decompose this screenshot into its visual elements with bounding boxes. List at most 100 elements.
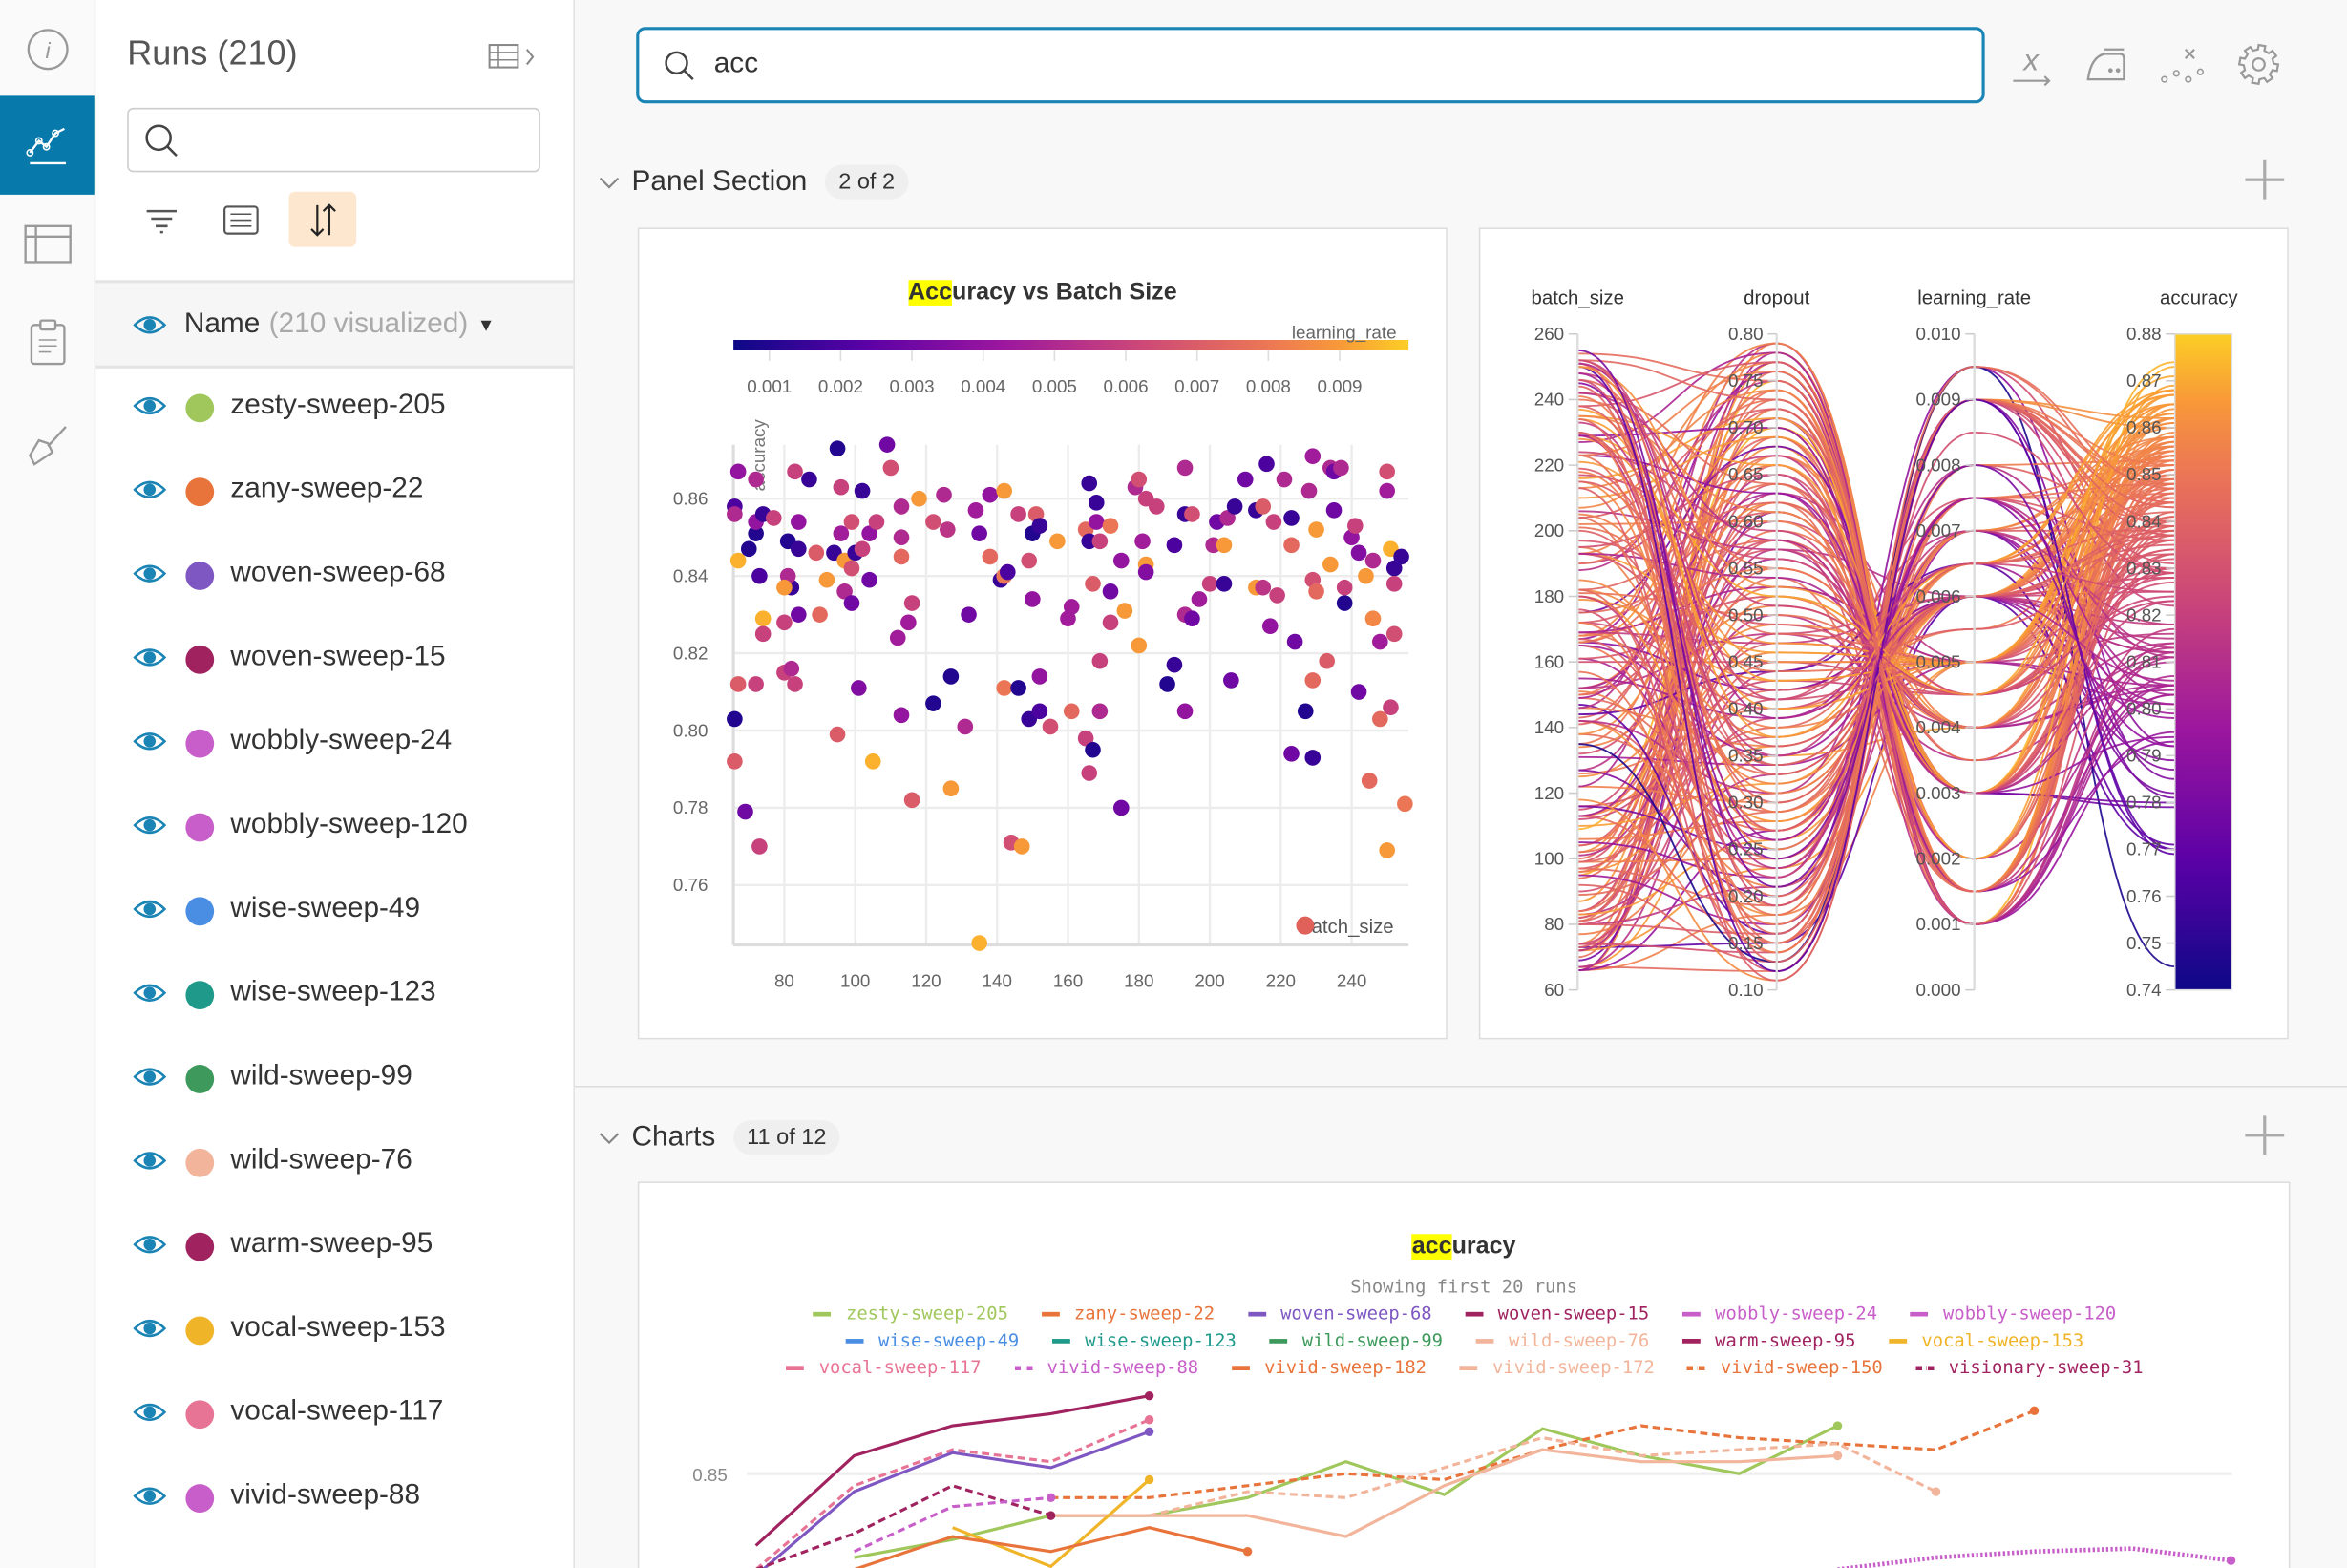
scatter-point[interactable]: [1364, 552, 1382, 569]
scatter-point[interactable]: [818, 571, 835, 588]
scatter-point[interactable]: [1112, 552, 1130, 569]
run-color-dot[interactable]: [185, 813, 215, 842]
scatter-point[interactable]: [1261, 618, 1279, 635]
run-color-dot[interactable]: [185, 562, 215, 590]
pc-line[interactable]: [1577, 392, 2175, 762]
scatter-point[interactable]: [1137, 563, 1154, 581]
scatter-point[interactable]: [1304, 750, 1322, 766]
rail-sweeps-button[interactable]: [0, 395, 95, 495]
scatter-point[interactable]: [1322, 556, 1339, 573]
scatter-point[interactable]: [1258, 456, 1275, 473]
run-name[interactable]: wise-sweep-49: [230, 892, 421, 924]
scatter-point[interactable]: [791, 540, 807, 558]
scatter-point[interactable]: [1063, 703, 1080, 720]
eye-icon[interactable]: [133, 1149, 167, 1173]
scatter-point[interactable]: [982, 548, 999, 565]
run-row[interactable]: vocal-sweep-153: [95, 1288, 573, 1372]
sort-button[interactable]: [288, 191, 357, 247]
scatter-point[interactable]: [1265, 514, 1282, 530]
scatter-point[interactable]: [971, 935, 987, 951]
pc-line[interactable]: [1577, 474, 2175, 795]
scatter-point[interactable]: [1308, 521, 1324, 538]
scatter-point[interactable]: [1021, 552, 1038, 569]
legend-item[interactable]: vocal-sweep-117: [786, 1357, 982, 1378]
x-axis-settings-button[interactable]: x: [2007, 40, 2055, 88]
scatter-point[interactable]: [776, 579, 793, 596]
line-series[interactable]: [1149, 1435, 1937, 1517]
add-panel-button[interactable]: [2244, 1114, 2286, 1164]
scatter-point[interactable]: [1049, 533, 1066, 550]
pc-line[interactable]: [1577, 455, 2175, 893]
scatter-point[interactable]: [1379, 482, 1396, 499]
scatter-point[interactable]: [1148, 498, 1165, 515]
run-name[interactable]: wise-sweep-123: [230, 976, 436, 1008]
legend-item[interactable]: wobbly-sweep-120: [1910, 1303, 2116, 1324]
pc-line[interactable]: [1577, 398, 2175, 954]
scatter-point[interactable]: [854, 540, 871, 558]
scatter-point[interactable]: [727, 710, 743, 728]
scatter-point[interactable]: [961, 606, 977, 623]
pc-line[interactable]: [1577, 359, 2175, 893]
legend-item[interactable]: wise-sweep-123: [1051, 1330, 1237, 1351]
scatter-point[interactable]: [1283, 537, 1300, 554]
scatter-point[interactable]: [1226, 498, 1243, 515]
scatter-point[interactable]: [1025, 591, 1041, 607]
scatter-point[interactable]: [1216, 537, 1233, 554]
scatter-point[interactable]: [787, 463, 803, 480]
rail-reports-button[interactable]: [0, 293, 95, 392]
pc-line[interactable]: [1577, 454, 2175, 898]
run-row[interactable]: wobbly-sweep-120: [95, 785, 573, 869]
filter-button[interactable]: [127, 192, 195, 247]
run-color-dot[interactable]: [185, 477, 215, 507]
scatter-point[interactable]: [1255, 498, 1272, 515]
eye-icon[interactable]: [133, 477, 167, 501]
scatter-point[interactable]: [861, 571, 877, 588]
scatter-point[interactable]: [1379, 463, 1396, 480]
scatter-point[interactable]: [1184, 506, 1200, 522]
scatter-point[interactable]: [1216, 576, 1233, 592]
pc-line[interactable]: [1577, 366, 2175, 972]
scatter-point[interactable]: [864, 753, 881, 770]
eye-icon[interactable]: [133, 1400, 167, 1424]
run-row[interactable]: wise-sweep-123: [95, 952, 573, 1036]
scatter-point[interactable]: [893, 548, 910, 565]
pc-line[interactable]: [1577, 349, 2175, 888]
scatter-point[interactable]: [1379, 842, 1396, 858]
run-row[interactable]: wild-sweep-99: [95, 1036, 573, 1120]
scatter-point[interactable]: [911, 490, 927, 507]
scatter-point[interactable]: [748, 471, 764, 488]
scatter-point[interactable]: [1237, 471, 1254, 488]
scatter-point[interactable]: [942, 668, 960, 685]
pc-line[interactable]: [1577, 414, 2175, 795]
eye-icon[interactable]: [133, 1065, 167, 1089]
run-color-dot[interactable]: [185, 1400, 215, 1430]
run-row[interactable]: vivid-sweep-88: [95, 1455, 573, 1539]
settings-button[interactable]: [2234, 40, 2282, 88]
scatter-point[interactable]: [1013, 838, 1030, 855]
scatter-point[interactable]: [1081, 765, 1098, 781]
line-series[interactable]: [1050, 1448, 1838, 1538]
name-column-header[interactable]: Name (210 visualized) ▼: [95, 280, 574, 369]
scatter-point[interactable]: [882, 459, 899, 477]
scatter-point[interactable]: [1201, 576, 1218, 592]
scatter-point[interactable]: [727, 753, 743, 770]
eye-icon[interactable]: [133, 730, 167, 753]
run-row[interactable]: woven-sweep-15: [95, 617, 573, 701]
scatter-point[interactable]: [1060, 610, 1076, 627]
scatter-point[interactable]: [1350, 544, 1367, 562]
scatter-point[interactable]: [1276, 471, 1293, 488]
run-color-dot[interactable]: [185, 645, 215, 674]
scatter-point[interactable]: [903, 595, 920, 611]
run-color-dot[interactable]: [185, 1232, 215, 1261]
pc-line[interactable]: [1577, 398, 2175, 729]
scatter-point[interactable]: [1219, 510, 1236, 526]
group-button[interactable]: [206, 192, 274, 247]
scatter-point[interactable]: [843, 514, 860, 530]
scatter-point[interactable]: [1300, 482, 1318, 499]
line-series[interactable]: [952, 1478, 1151, 1568]
scatter-point[interactable]: [1042, 718, 1059, 735]
scatter-point[interactable]: [1091, 533, 1109, 550]
scatter-point[interactable]: [1325, 502, 1343, 519]
scatter-point[interactable]: [971, 525, 987, 541]
scatter-point[interactable]: [1336, 595, 1353, 611]
